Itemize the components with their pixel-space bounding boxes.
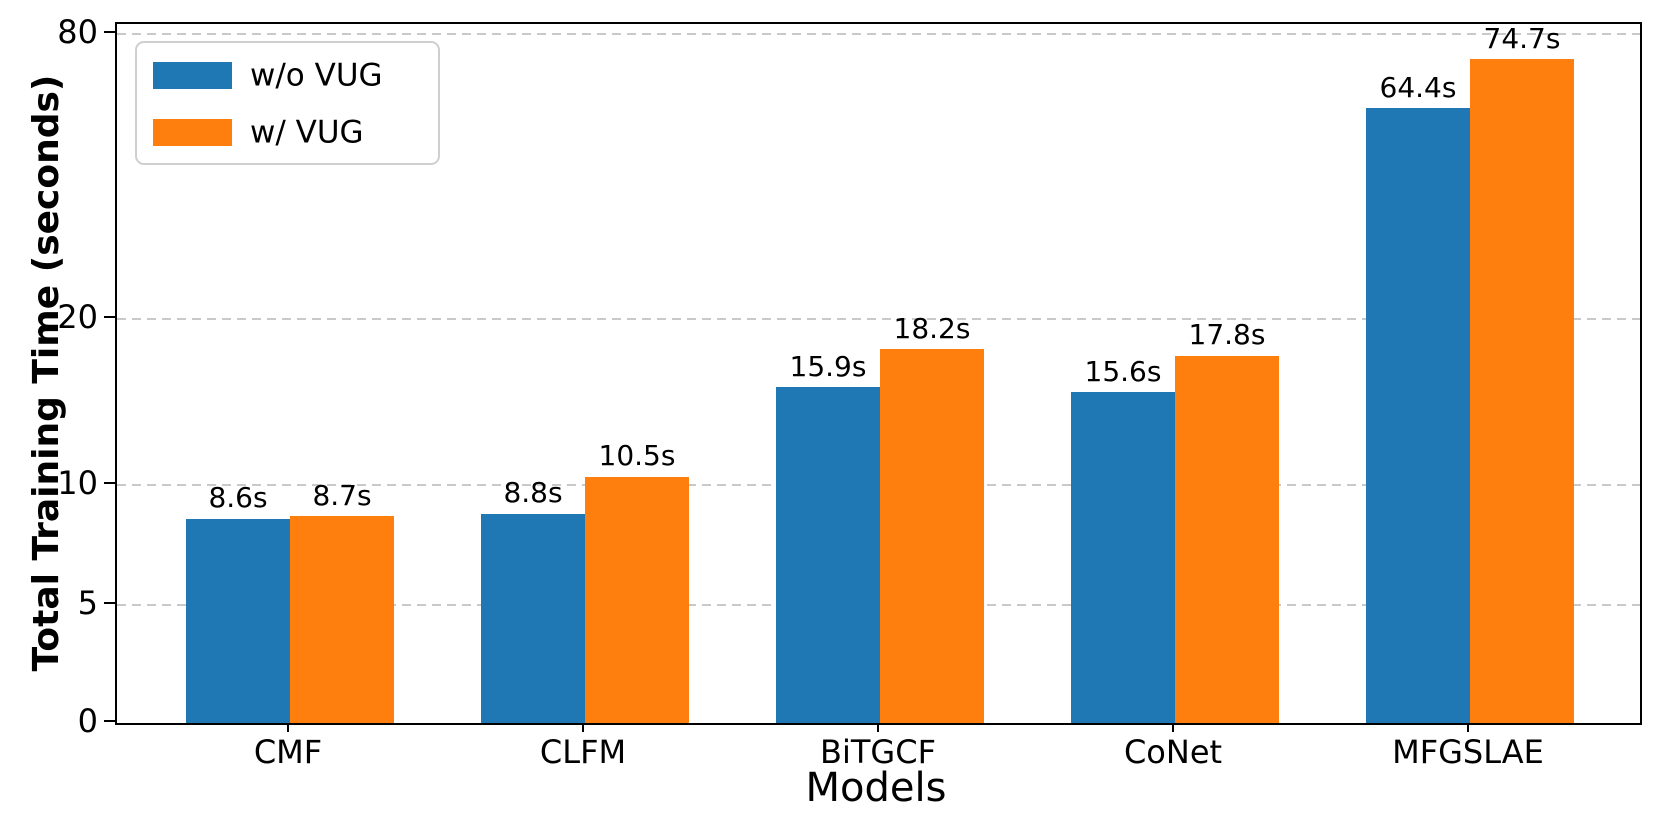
bar-value-label-cmf-w-vug: 8.7s: [312, 478, 372, 512]
bar-value-label-mfgslae-wo-vug: 64.4s: [1379, 70, 1457, 104]
bar-bitgcf-w-vug: [880, 348, 984, 723]
bar-value-label-clfm-wo-vug: 8.8s: [503, 476, 563, 510]
y-tick-mark-80: [104, 31, 115, 33]
bar-value-label-clfm-w-vug: 10.5s: [598, 439, 676, 473]
legend-label-w-vug: w/ VUG: [250, 114, 364, 150]
bar-clfm-wo-vug: [481, 513, 585, 723]
bar-clfm-w-vug: [585, 476, 689, 723]
bar-bitgcf-wo-vug: [776, 387, 880, 723]
y-axis-title: Total Training Time (seconds): [26, 74, 67, 672]
x-tick-mark-conet: [1172, 723, 1174, 732]
y-tick-label-0: 0: [77, 702, 98, 740]
bar-value-label-mfgslae-w-vug: 74.7s: [1483, 21, 1561, 55]
x-tick-label-mfgslae: MFGSLAE: [1392, 733, 1544, 771]
y-tick-label-5: 5: [77, 584, 98, 622]
x-tick-label-conet: CoNet: [1123, 733, 1223, 771]
bar-value-label-bitgcf-wo-vug: 15.9s: [789, 349, 867, 383]
bar-value-label-conet-wo-vug: 15.6s: [1084, 354, 1162, 388]
x-tick-label-cmf: CMF: [253, 733, 323, 771]
bar-mfgslae-w-vug: [1470, 59, 1574, 723]
y-tick-label-80: 80: [57, 13, 98, 51]
bar-cmf-wo-vug: [186, 518, 290, 723]
x-tick-mark-bitgcf: [877, 723, 879, 732]
y-tick-mark-5: [104, 602, 115, 604]
y-tick-mark-20: [104, 316, 115, 318]
bar-conet-wo-vug: [1071, 392, 1175, 723]
bar-value-label-conet-w-vug: 17.8s: [1188, 318, 1266, 352]
bar-value-label-cmf-wo-vug: 8.6s: [208, 481, 268, 515]
gridline-y-80: [117, 33, 1640, 35]
legend-swatch-wo-vug: [153, 62, 232, 89]
y-tick-mark-0: [104, 720, 115, 722]
x-tick-label-clfm: CLFM: [539, 733, 627, 771]
legend-swatch-w-vug: [153, 119, 232, 146]
bar-mfgslae-wo-vug: [1366, 108, 1470, 723]
gridline-y-20: [117, 318, 1640, 320]
y-tick-label-10: 10: [57, 464, 98, 502]
bar-value-label-bitgcf-w-vug: 18.2s: [893, 311, 971, 345]
plot-area: 8.6s 8.8s 15.9s 15.6s 64.4s 8.7s 10.5s 18.2s 17.…: [115, 22, 1642, 725]
bar-conet-w-vug: [1175, 355, 1279, 723]
legend-label-wo-vug: w/o VUG: [250, 57, 383, 93]
y-tick-mark-10: [104, 482, 115, 484]
bar-cmf-w-vug: [290, 516, 394, 723]
x-tick-mark-mfgslae: [1467, 723, 1469, 732]
x-tick-mark-cmf: [287, 723, 289, 732]
x-tick-mark-clfm: [582, 723, 584, 732]
legend-box: w/o VUG w/ VUG: [135, 41, 440, 165]
x-tick-label-bitgcf: BiTGCF: [820, 733, 936, 771]
y-tick-label-20: 20: [57, 298, 98, 336]
x-axis-title: Models: [805, 765, 947, 811]
